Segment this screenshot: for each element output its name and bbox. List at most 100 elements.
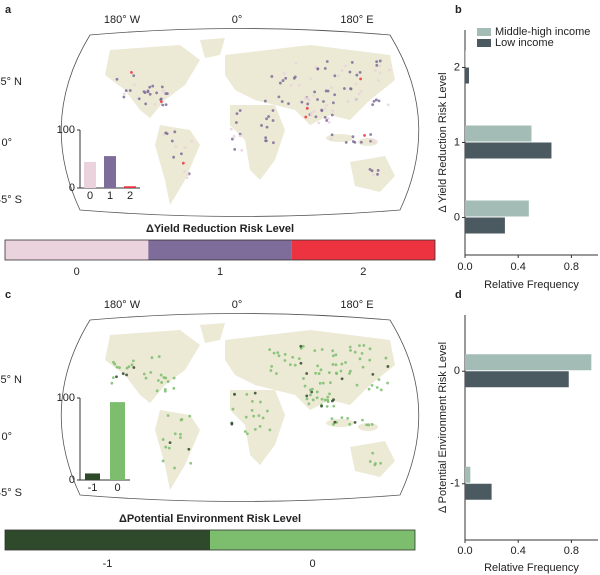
- dot: [314, 65, 318, 69]
- dot: [316, 67, 320, 71]
- colorbar-title: ΔYield Reduction Risk Level: [146, 223, 294, 235]
- dot: [334, 353, 338, 357]
- dot: [331, 349, 335, 353]
- dot: [340, 362, 344, 366]
- dot: [355, 73, 359, 77]
- dot: [348, 372, 351, 375]
- colorbar-segment: [5, 530, 210, 550]
- dot: [265, 125, 269, 129]
- x-tick-label: 0.8: [564, 261, 579, 273]
- dot: [361, 365, 365, 369]
- lat-label: 45° N: [0, 76, 22, 88]
- dot: [326, 117, 330, 120]
- lon-label: 0°: [232, 14, 243, 26]
- inset-tick-label: 100: [57, 392, 75, 404]
- dot: [386, 365, 390, 368]
- dot: [269, 369, 273, 372]
- inset-tick-label: 100: [57, 124, 75, 136]
- bar: [465, 142, 552, 159]
- dot: [354, 98, 358, 102]
- lon-label: 180° W: [104, 299, 141, 311]
- y-tick-label: 1: [454, 136, 460, 148]
- dot: [130, 70, 133, 74]
- occurrence-dots: [110, 344, 390, 470]
- dot: [179, 436, 182, 440]
- dot: [268, 428, 272, 432]
- dot: [323, 115, 327, 119]
- dot: [183, 170, 187, 173]
- inset-tick-label: 0: [69, 474, 75, 486]
- dot: [372, 99, 376, 103]
- dot: [160, 381, 164, 384]
- dot: [358, 70, 362, 74]
- dot: [168, 441, 172, 445]
- dot: [277, 354, 281, 358]
- dot: [350, 61, 354, 64]
- dot: [323, 107, 327, 111]
- dot: [330, 133, 334, 137]
- dot: [313, 349, 317, 353]
- dot: [230, 421, 234, 425]
- dot: [132, 74, 136, 78]
- dot: [172, 155, 176, 159]
- dot: [327, 120, 331, 124]
- dot: [303, 384, 307, 388]
- dot: [351, 140, 355, 143]
- dot: [359, 140, 363, 144]
- dot: [325, 405, 329, 408]
- dot: [376, 79, 380, 83]
- dot: [316, 364, 320, 368]
- bar: [465, 466, 471, 483]
- bar: [465, 371, 569, 388]
- dot: [304, 115, 308, 119]
- inset-category: -1: [88, 482, 98, 494]
- dot: [357, 92, 361, 96]
- dot: [297, 357, 301, 361]
- dot: [186, 173, 190, 177]
- dot: [173, 466, 176, 470]
- dot: [318, 381, 322, 385]
- dot: [280, 100, 284, 103]
- dot: [133, 83, 136, 87]
- dot: [360, 351, 364, 355]
- dot: [371, 451, 375, 455]
- dot: [250, 409, 254, 412]
- dot: [244, 415, 248, 419]
- x-axis-label: Relative Frequency: [484, 279, 579, 291]
- dot: [253, 391, 257, 395]
- dot: [179, 432, 182, 436]
- dot: [264, 139, 268, 143]
- dot: [234, 121, 238, 124]
- lon-label: 180° E: [340, 299, 373, 311]
- dot: [305, 372, 309, 375]
- dot: [118, 366, 121, 370]
- dot: [159, 98, 163, 102]
- dot: [174, 145, 178, 148]
- dot: [188, 414, 192, 418]
- dot: [321, 381, 325, 385]
- x-tick-label: 0.8: [564, 545, 579, 557]
- dot: [161, 459, 165, 463]
- dot: [306, 96, 309, 100]
- inset-bar: [124, 186, 136, 188]
- dot: [309, 393, 312, 397]
- dot: [329, 381, 332, 384]
- dot: [270, 75, 274, 78]
- dot: [166, 380, 170, 383]
- dot: [297, 83, 301, 87]
- dot: [164, 131, 168, 135]
- dot: [180, 418, 184, 421]
- inset-category: 0: [114, 482, 120, 494]
- dot: [128, 89, 132, 92]
- dot: [276, 351, 280, 355]
- y-tick-label: 0: [454, 365, 460, 377]
- dot: [368, 358, 372, 362]
- dot: [157, 355, 161, 358]
- dot: [245, 392, 249, 396]
- dot: [150, 356, 154, 360]
- dot: [377, 99, 381, 103]
- dot: [344, 140, 348, 144]
- dot: [253, 427, 257, 431]
- dot: [260, 124, 263, 127]
- dot: [231, 407, 235, 411]
